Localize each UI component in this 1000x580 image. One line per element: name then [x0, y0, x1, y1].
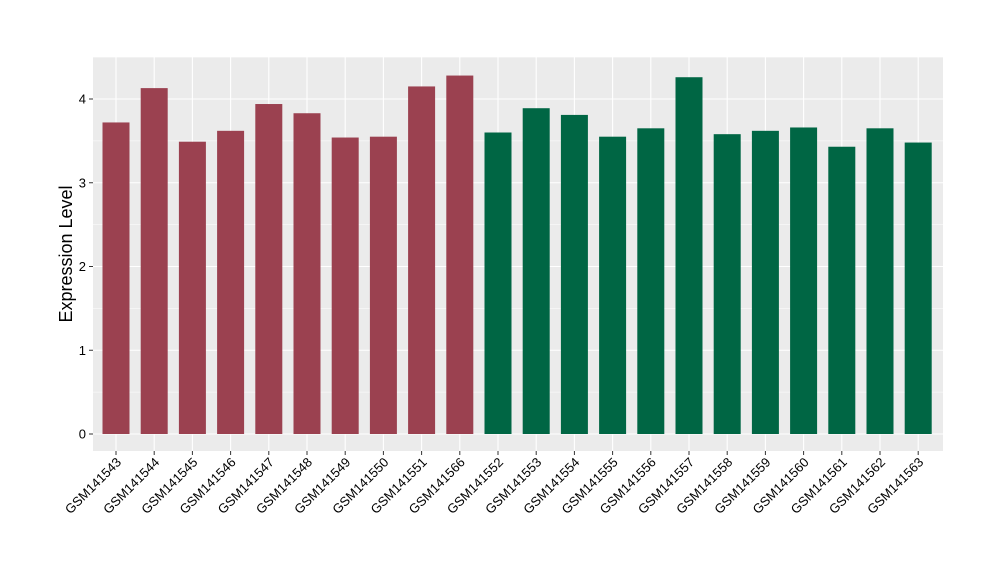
bar	[178, 141, 206, 434]
bar	[751, 130, 779, 434]
bar	[713, 134, 741, 435]
bar	[102, 122, 130, 434]
bar	[599, 136, 627, 434]
y-axis: 0 1 2 3 4	[79, 92, 93, 442]
bar	[904, 142, 932, 435]
bar	[369, 136, 397, 434]
bar	[446, 75, 474, 435]
bar	[522, 108, 550, 435]
bar	[675, 77, 703, 434]
y-tick-label: 2	[79, 259, 86, 274]
bar	[255, 104, 283, 435]
y-tick-label: 0	[79, 427, 86, 442]
bar	[637, 128, 665, 434]
bar	[866, 128, 894, 434]
bar	[560, 114, 588, 434]
bar	[828, 146, 856, 435]
y-tick-label: 4	[79, 92, 86, 107]
x-axis: GSM141543GSM141544GSM141545GSM141546GSM1…	[62, 451, 926, 517]
bars	[102, 75, 932, 435]
bar	[293, 113, 321, 435]
bar	[408, 86, 436, 434]
bar	[140, 88, 168, 435]
y-tick-label: 3	[79, 175, 86, 190]
bar	[484, 132, 512, 434]
bar	[217, 130, 245, 434]
bar	[790, 127, 818, 434]
bar	[331, 137, 359, 434]
y-tick-label: 1	[79, 343, 86, 358]
y-axis-title: Expression Level	[56, 185, 76, 322]
